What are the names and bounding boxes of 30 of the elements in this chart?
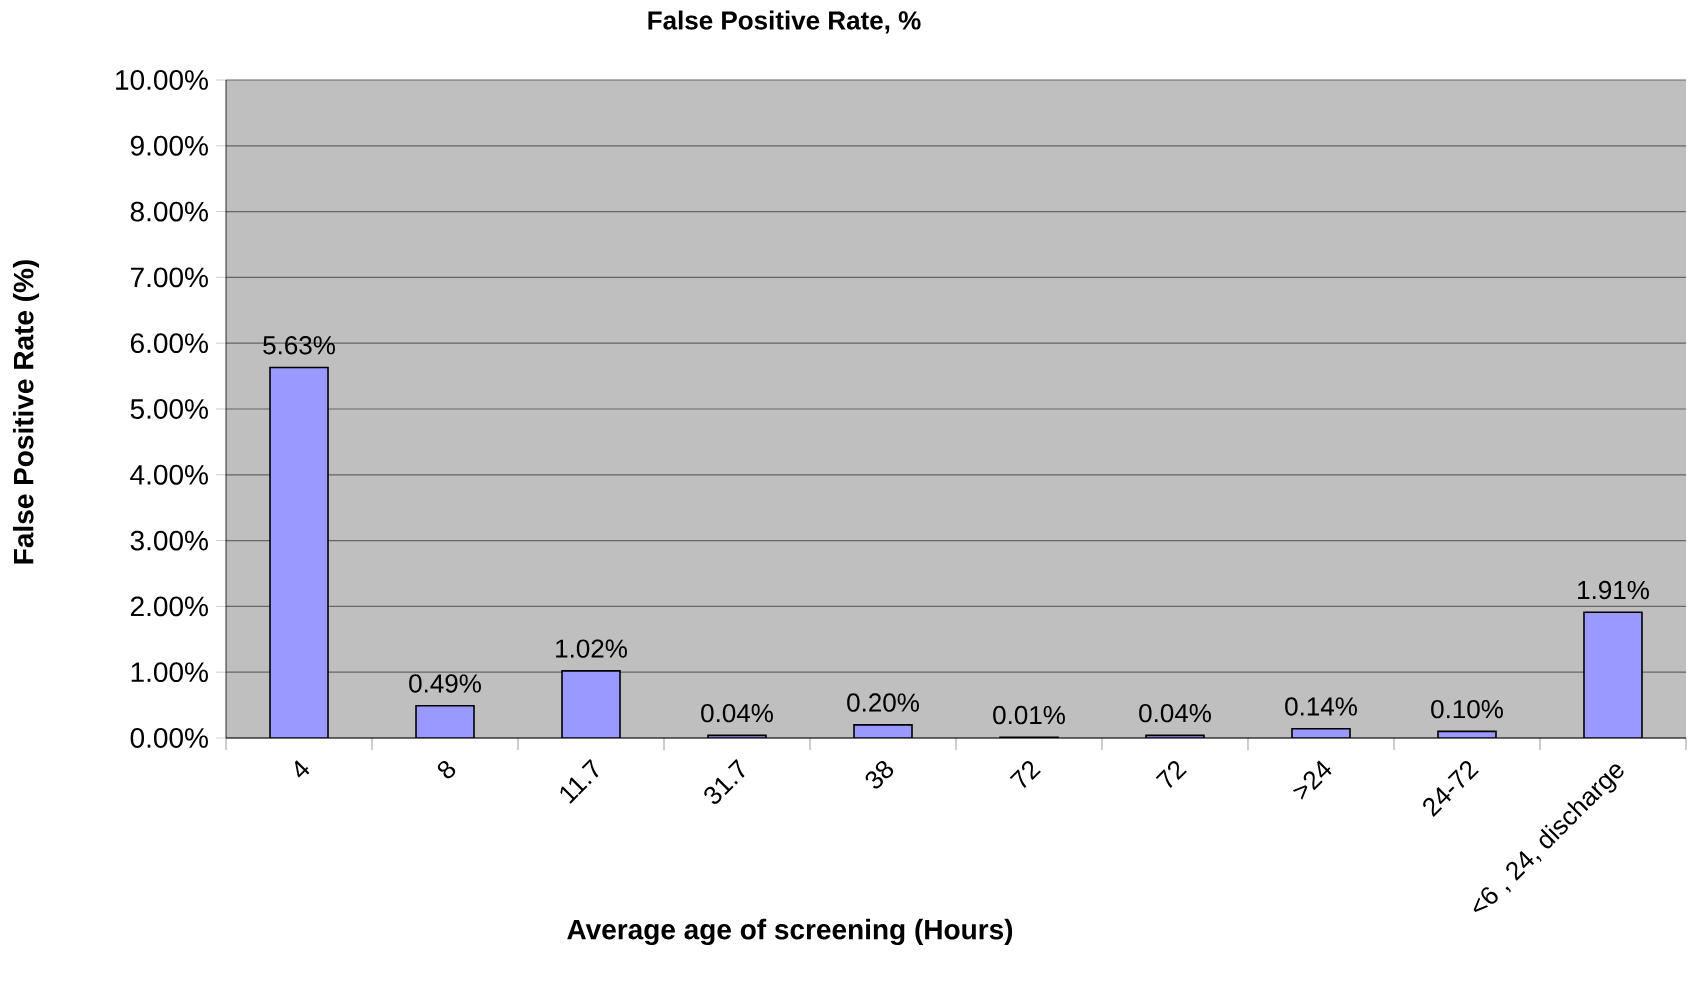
data-label: 0.10%	[1431, 699, 1503, 719]
y-tick-label: 8.00%	[130, 201, 208, 222]
x-axis-title: Average age of screening (Hours)	[567, 918, 1013, 946]
data-label: 0.04%	[701, 703, 773, 723]
x-tick-label: 8	[437, 761, 456, 779]
x-tick-label: >24	[1292, 760, 1332, 800]
y-tick-label: 3.00%	[130, 530, 208, 551]
y-tick-label: 0.00%	[130, 728, 208, 748]
y-axis-title: False Positive Rate (%)	[12, 260, 40, 564]
data-label: 0.01%	[993, 705, 1065, 725]
y-tick-label: 9.00%	[130, 135, 208, 156]
chart-title: False Positive Rate, %	[648, 10, 921, 34]
y-tick-label: 1.00%	[131, 662, 208, 683]
x-tick-label: 4	[295, 760, 310, 778]
data-label: 0.20%	[847, 693, 919, 712]
data-label: 0.04%	[1139, 703, 1211, 723]
data-label: 0.14%	[1285, 697, 1357, 716]
data-label: 1.02%	[556, 639, 627, 658]
x-tick-label: 38	[865, 761, 894, 789]
y-tick-label: 10.00%	[116, 70, 208, 90]
y-tick-label: 2.00%	[130, 596, 208, 617]
data-label: 5.63%	[263, 336, 335, 355]
x-tick-label: 72	[1155, 761, 1187, 788]
y-tick-label: 7.00%	[130, 267, 208, 288]
y-tick-label: 4.00%	[130, 464, 208, 485]
y-tick-label: 5.00%	[130, 399, 208, 419]
data-label: 1.91%	[1578, 580, 1649, 600]
y-tick-label: 6.00%	[130, 333, 208, 354]
data-label: 0.49%	[409, 674, 481, 693]
x-tick-label: 72	[1009, 761, 1041, 788]
